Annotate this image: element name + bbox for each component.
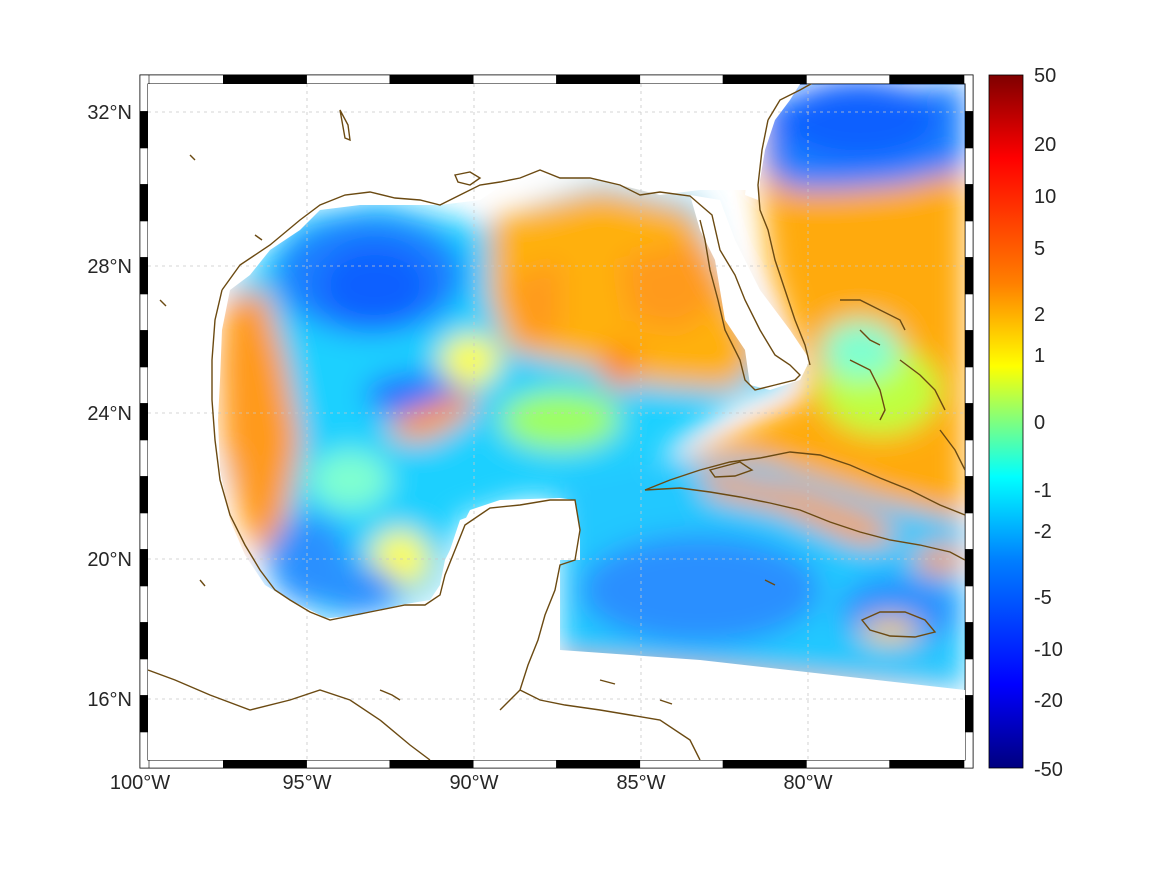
latitude-labels: 32°N 28°N 24°N 20°N 16°N <box>87 102 132 711</box>
frame-segment <box>556 74 641 85</box>
lon-label-80w: 80°W <box>783 772 832 794</box>
lat-label-32n: 32°N <box>87 102 132 124</box>
colorbar-label-neg5: -5 <box>1034 587 1052 609</box>
colorbar-label-20: 20 <box>1034 134 1056 156</box>
longitude-labels: 100°W 95°W 90°W 85°W 80°W <box>110 772 833 794</box>
lat-label-20n: 20°N <box>87 549 132 571</box>
lon-label-95w: 95°W <box>282 772 331 794</box>
coastline <box>148 84 965 760</box>
lon-label-90w: 90°W <box>449 772 498 794</box>
frame-segment <box>472 74 557 85</box>
lat-label-28n: 28°N <box>87 256 132 278</box>
colorbar-label-neg10: -10 <box>1034 639 1063 661</box>
lon-label-85w: 85°W <box>616 772 665 794</box>
frame-segment <box>223 74 307 85</box>
colorbar-label-2: 2 <box>1034 304 1045 326</box>
colorbar-label-5: 5 <box>1034 238 1045 260</box>
colorbar-label-50: 50 <box>1034 65 1056 87</box>
colorbar-label-neg50: -50 <box>1034 759 1063 781</box>
colorbar: 50 20 10 5 2 1 0 -1 -2 -5 -10 -20 -50 <box>988 65 1063 781</box>
frame-segment <box>806 74 891 85</box>
colorbar-label-0: 0 <box>1034 412 1045 434</box>
colorbar-label-neg2: -2 <box>1034 521 1052 543</box>
data-field <box>148 84 965 760</box>
colorbar-label-10: 10 <box>1034 186 1056 208</box>
colorbar-labels: 50 20 10 5 2 1 0 -1 -2 -5 -10 -20 -50 <box>1034 65 1063 781</box>
frame-segment <box>639 74 724 85</box>
colorbar-label-neg20: -20 <box>1034 690 1063 712</box>
frame-segment <box>889 74 974 85</box>
lon-label-100w: 100°W <box>110 772 170 794</box>
frame-segment <box>139 74 224 85</box>
graticule <box>148 84 965 760</box>
frame-segment <box>722 74 807 85</box>
lat-label-16n: 16°N <box>87 689 132 711</box>
colorbar-label-1: 1 <box>1034 345 1045 367</box>
frame-segment <box>389 74 474 85</box>
frame-segment <box>306 74 391 85</box>
colorbar-label-neg1: -1 <box>1034 480 1052 502</box>
lat-label-24n: 24°N <box>87 403 132 425</box>
colorbar-gradient <box>988 74 1024 769</box>
